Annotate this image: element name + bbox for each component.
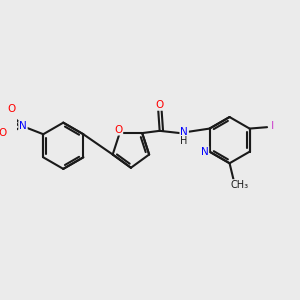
Text: O: O xyxy=(114,125,122,135)
Text: I: I xyxy=(271,121,274,131)
Text: O: O xyxy=(0,128,6,138)
Text: O: O xyxy=(7,104,15,114)
Text: N: N xyxy=(201,147,208,157)
Text: N: N xyxy=(180,127,188,137)
Text: CH₃: CH₃ xyxy=(231,180,249,190)
Text: O: O xyxy=(155,100,163,110)
Text: N: N xyxy=(19,121,27,131)
Text: H: H xyxy=(181,136,188,146)
